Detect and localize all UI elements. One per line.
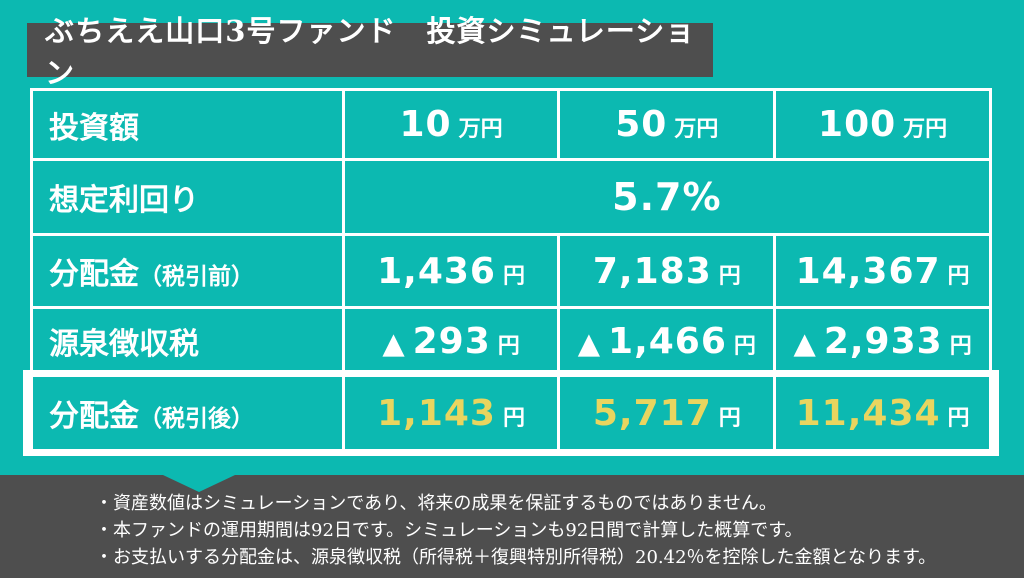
value-unit: 円 (947, 262, 970, 289)
cell-investment-50: 50 万円 (557, 88, 777, 161)
value-unit: 円 (502, 404, 525, 431)
row-label: 分配金（税引前） (30, 233, 345, 309)
page-title: ぶちええ山口3号ファンド 投資シミュレーション (45, 14, 696, 90)
cell-tax-100: ▲ 2,933 円 (773, 306, 992, 376)
simulation-table: 投資額 10 万円 50 万円 100 万円 想定利回り 5.7% 分配金（税引前） … (30, 88, 993, 453)
negative-triangle-icon: ▲ (793, 325, 816, 360)
table-row-distribution-aftertax: 分配金（税引後） 1,143 円 5,717 円 11,434 円 (30, 373, 992, 453)
row-label-note: （税引前） (139, 263, 254, 290)
value-unit: 円 (949, 332, 972, 359)
value-number: 1,436 (377, 250, 496, 292)
cell-yield: 5.7% (341, 158, 993, 236)
table-row-distribution-pretax: 分配金（税引前） 1,436 円 7,183 円 14,367 円 (30, 233, 992, 309)
value-unit: 万円 (458, 116, 503, 142)
value-number: 1,466 (608, 320, 727, 362)
speech-bubble-tail-icon (163, 475, 235, 492)
table-row-investment: 投資額 10 万円 50 万円 100 万円 (30, 88, 992, 161)
negative-triangle-icon: ▲ (577, 325, 601, 360)
value-number: 14,367 (795, 250, 941, 292)
title-banner: ぶちええ山口3号ファンド 投資シミュレーション (27, 14, 713, 90)
cell-tax-10: ▲ 293 円 (341, 306, 561, 376)
cell-pretax-50: 7,183 円 (557, 233, 777, 309)
disclaimer-panel: ・資産数値はシミュレーションであり、将来の成果を保証するものではありません。 ・… (0, 475, 1024, 578)
value-number-highlighted: 11,434 (795, 392, 941, 434)
yield-value: 5.7% (612, 175, 722, 219)
value-unit: 円 (502, 262, 525, 289)
note-line: ・資産数値はシミュレーションであり、将来の成果を保証するものではありません。 (95, 493, 777, 514)
value-number-highlighted: 5,717 (592, 392, 712, 434)
value-unit: 円 (718, 404, 741, 431)
row-label: 投資額 (30, 88, 345, 161)
note-line: ・本ファンドの運用期間は92日です。シミュレーションも92日間で計算した概算です… (95, 520, 803, 541)
value-number: 100 (818, 104, 897, 145)
value-unit: 円 (718, 262, 741, 289)
value-unit: 万円 (903, 116, 948, 142)
row-label-note: （税引後） (139, 405, 254, 432)
cell-aftertax-100: 11,434 円 (773, 373, 992, 453)
table-row-withholding-tax: 源泉徴収税 ▲ 293 円 ▲ 1,466 円 ▲ 2,933 円 (30, 306, 992, 376)
value-number: 2,933 (823, 320, 943, 362)
note-line: ・お支払いする分配金は、源泉徴収税（所得税＋復興特別所得税）20.42％を控除し… (95, 547, 937, 568)
row-label: 分配金（税引後） (30, 373, 345, 453)
cell-investment-100: 100 万円 (773, 88, 992, 161)
value-unit: 円 (947, 404, 970, 431)
value-unit: 万円 (674, 116, 719, 142)
value-unit: 円 (733, 332, 756, 359)
cell-aftertax-50: 5,717 円 (557, 373, 777, 453)
row-label: 想定利回り (30, 158, 345, 236)
value-unit: 円 (497, 332, 520, 359)
value-number: 293 (412, 320, 491, 362)
value-number: 7,183 (592, 250, 712, 292)
value-number: 10 (399, 104, 452, 145)
value-number: 50 (615, 104, 668, 145)
negative-triangle-icon: ▲ (382, 325, 405, 360)
cell-pretax-10: 1,436 円 (341, 233, 561, 309)
value-number-highlighted: 1,143 (377, 392, 496, 434)
cell-aftertax-10: 1,143 円 (341, 373, 561, 453)
row-label: 源泉徴収税 (30, 306, 345, 376)
cell-tax-50: ▲ 1,466 円 (557, 306, 777, 376)
table-row-yield: 想定利回り 5.7% (30, 158, 993, 236)
cell-pretax-100: 14,367 円 (773, 233, 992, 309)
cell-investment-10: 10 万円 (341, 88, 561, 161)
